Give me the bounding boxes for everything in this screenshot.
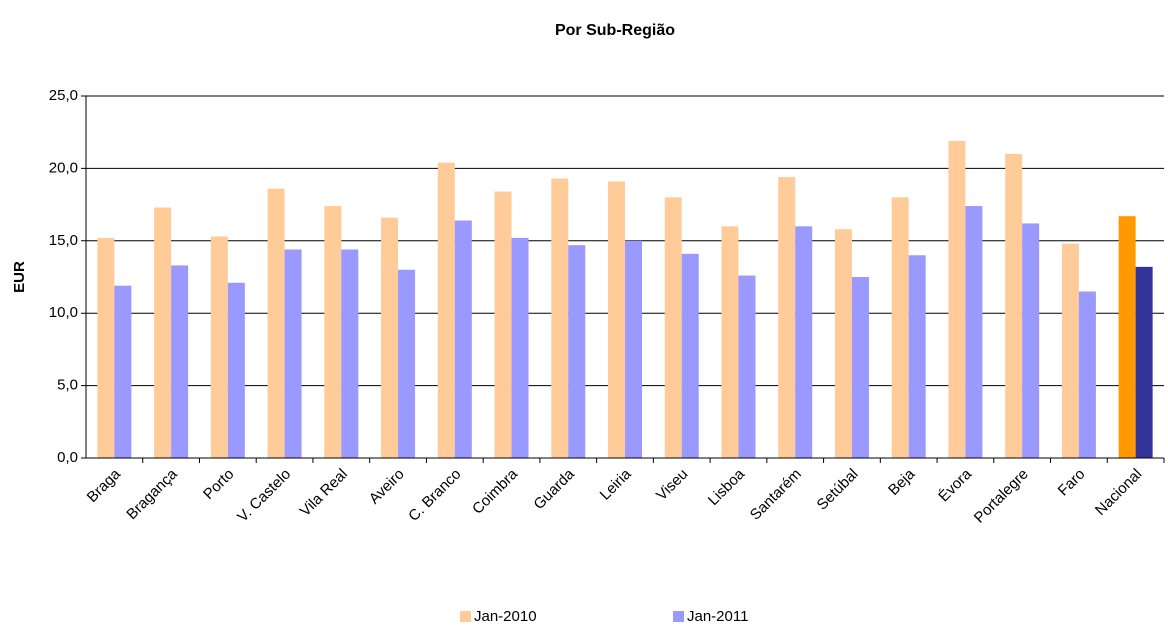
legend-swatch (460, 611, 471, 622)
y-tick-label: 10,0 (49, 304, 78, 321)
bar (1118, 216, 1136, 458)
bar (381, 217, 399, 458)
legend-label: Jan-2010 (474, 608, 537, 625)
bar (908, 255, 926, 458)
bar (948, 140, 966, 458)
x-tick-label: Lisboa (705, 465, 749, 509)
y-tick-label: 15,0 (49, 232, 78, 249)
legend-swatch (673, 611, 684, 622)
bar (568, 245, 586, 458)
bar (454, 220, 472, 458)
bar (851, 277, 869, 458)
bar (721, 226, 739, 458)
y-tick-label: 5,0 (57, 377, 78, 394)
bar (795, 226, 813, 458)
bar (625, 240, 642, 458)
bar (551, 178, 569, 458)
y-tick-label: 0,0 (57, 449, 78, 466)
bar (1005, 153, 1023, 459)
bar (664, 197, 682, 459)
y-axis-label: EUR (11, 261, 28, 293)
bar (324, 206, 342, 458)
bar (341, 249, 359, 458)
bar (778, 177, 796, 458)
bar (114, 285, 132, 458)
chart-title: Por Sub-Região (555, 22, 675, 39)
bar (1078, 291, 1096, 458)
bar (1135, 266, 1153, 458)
bar (398, 269, 416, 458)
x-tick-label: Beja (885, 465, 919, 499)
x-tick-label: Coimbra (469, 465, 522, 518)
x-tick-label: Setúbal (814, 466, 862, 514)
x-tick-label: Porto (200, 466, 237, 503)
x-tick-label: Bragança (123, 465, 181, 523)
bar (608, 181, 625, 458)
x-tick-label: V. Castelo (234, 466, 294, 526)
bar (267, 188, 285, 458)
bar (227, 282, 245, 458)
x-tick-label: Faro (1055, 466, 1089, 500)
x-tick-label: Vila Real (297, 466, 351, 520)
y-tick-label: 25,0 (49, 87, 78, 104)
bar (738, 275, 756, 458)
x-tick-label: Leiria (597, 465, 635, 503)
x-tick-label: Aveiro (366, 466, 408, 508)
bar (681, 253, 699, 458)
bar (1022, 223, 1040, 458)
x-tick-label: Braga (84, 465, 125, 506)
bar (1061, 243, 1079, 458)
x-tick-label: Nacional (1092, 466, 1145, 519)
bar (891, 197, 909, 459)
x-tick-label: Santarém (747, 466, 805, 524)
bar (511, 237, 529, 458)
bar (834, 229, 852, 458)
bar (965, 206, 983, 458)
bar (284, 249, 302, 458)
x-tick-label: C. Branco (405, 466, 464, 525)
bar (154, 207, 172, 458)
x-tick-label: Guarda (530, 465, 578, 513)
x-tick-label: Portalegre (971, 466, 1032, 527)
bar (97, 237, 115, 458)
bar (494, 191, 512, 458)
x-tick-label: Viseu (653, 466, 691, 504)
legend-label: Jan-2011 (687, 608, 748, 625)
bar (210, 236, 228, 458)
y-tick-label: 20,0 (49, 159, 78, 176)
bar (437, 162, 455, 458)
bar (171, 265, 189, 458)
x-tick-label: Évora (935, 465, 975, 505)
